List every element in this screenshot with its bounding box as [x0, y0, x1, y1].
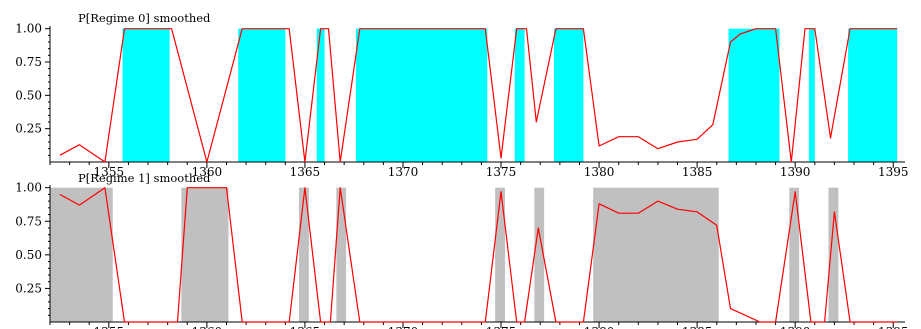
shaded-interval: [593, 187, 719, 322]
series-polyline: [59, 187, 898, 323]
shaded-interval: [316, 28, 325, 162]
panel-regime-1: 1355 1360 1365 1370 1375 1380 1385 1390 1395 0.25…: [15, 171, 908, 329]
shaded-interval: [534, 187, 545, 322]
x-tick-label: 1380: [584, 165, 615, 179]
x-tick-label: 1375: [486, 325, 517, 329]
shaded-regions: [50, 187, 839, 322]
x-tick-label: 1375: [486, 165, 517, 179]
y-tick-label: 1.00: [15, 22, 42, 36]
x-tick-label: 1355: [94, 165, 125, 179]
y-tick-label: 0.75: [15, 55, 42, 69]
x-tick-label: 1365: [290, 165, 321, 179]
y-tick-label: 0.25: [15, 122, 42, 136]
shaded-interval: [122, 28, 170, 162]
shaded-interval: [553, 28, 584, 162]
shaded-interval: [848, 28, 898, 162]
x-tick-label: 1380: [584, 325, 615, 329]
shaded-interval: [828, 187, 839, 322]
x-tick-label: 1365: [290, 325, 321, 329]
shaded-interval: [50, 187, 113, 322]
shaded-interval: [514, 28, 525, 162]
panel-regime-0: 1355 1360 1365 1370 1375 1380 1385 1390 1395 0.25…: [15, 11, 908, 179]
x-tick-label: 1390: [780, 165, 811, 179]
x-tick-label: 1385: [682, 165, 713, 179]
x-tick-label: 1370: [388, 325, 419, 329]
series-line: [59, 187, 898, 323]
axes: 1355 1360 1365 1370 1375 1380 1385 1390 1395 0.25…: [15, 181, 908, 329]
axes: 1355 1360 1365 1370 1375 1380 1385 1390 1395 0.25…: [15, 22, 908, 179]
y-tick-label: 0.75: [15, 214, 42, 228]
shaded-interval: [181, 187, 229, 322]
shaded-interval: [336, 187, 347, 322]
shaded-interval: [299, 187, 309, 322]
y-tick-label: 0.50: [15, 248, 42, 262]
shaded-interval: [238, 28, 286, 162]
x-tick-label: 1395: [878, 325, 909, 329]
x-tick-label: 1360: [192, 325, 223, 329]
shaded-interval: [808, 28, 815, 162]
x-tick-label: 1355: [94, 325, 125, 329]
shaded-interval: [728, 28, 780, 162]
x-tick-label: 1385: [682, 325, 713, 329]
x-tick-label: 1395: [878, 165, 909, 179]
series-polyline: [59, 28, 898, 163]
shaded-interval: [495, 187, 505, 322]
x-tick-label: 1360: [192, 165, 223, 179]
panel-title: P[Regime 1] smoothed: [78, 171, 211, 185]
series-line: [59, 28, 898, 163]
y-tick-label: 1.00: [15, 181, 42, 195]
x-tick-label: 1390: [780, 325, 811, 329]
x-tick-label: 1370: [388, 165, 419, 179]
panel-title: P[Regime 0] smoothed: [78, 11, 211, 25]
shaded-interval: [789, 187, 800, 322]
y-tick-label: 0.25: [15, 281, 42, 295]
y-tick-label: 0.50: [15, 88, 42, 102]
shaded-interval: [355, 28, 488, 162]
shaded-regions: [122, 28, 898, 162]
